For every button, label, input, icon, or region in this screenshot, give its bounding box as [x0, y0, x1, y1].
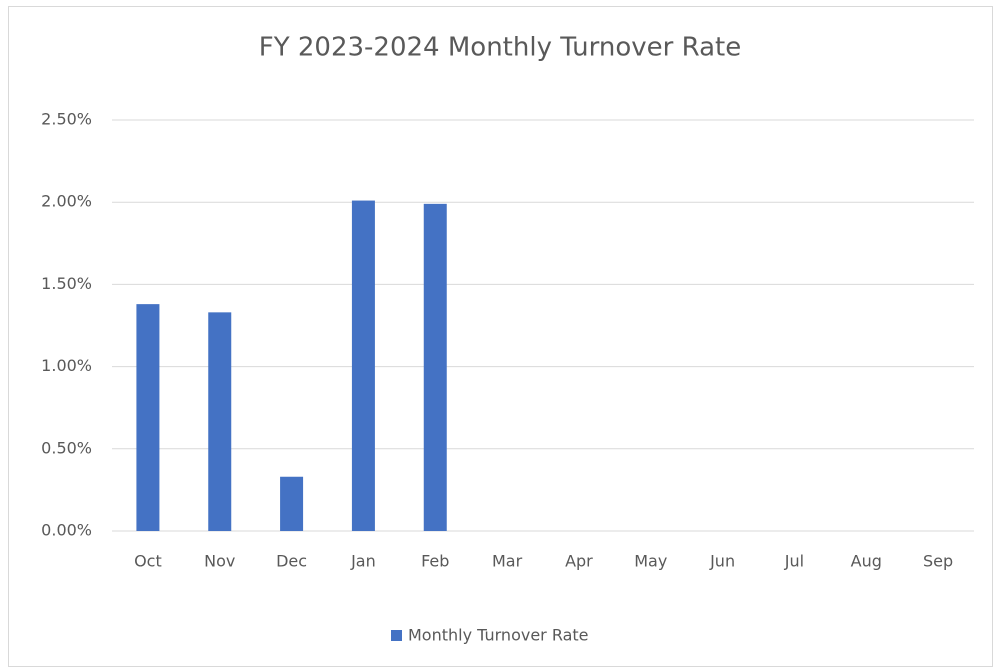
bar: [351, 200, 375, 531]
y-tick-label: 1.50%: [41, 274, 92, 293]
chart-frame: [8, 6, 993, 667]
x-tick-label: Jan: [350, 552, 376, 571]
x-tick-label: Jun: [709, 552, 735, 571]
y-tick-label: 2.50%: [41, 110, 92, 129]
y-tick-label: 2.00%: [41, 192, 92, 211]
x-tick-label: Feb: [421, 552, 449, 571]
x-tick-label: Mar: [492, 552, 523, 571]
y-tick-label: 0.50%: [41, 438, 92, 457]
x-tick-label: Oct: [134, 552, 162, 571]
x-tick-label: Apr: [565, 552, 593, 571]
bar: [423, 203, 447, 531]
x-tick-label: Dec: [276, 552, 307, 571]
legend-swatch: [391, 630, 402, 641]
legend-label: Monthly Turnover Rate: [408, 626, 589, 645]
x-tick-label: Aug: [851, 552, 882, 571]
chart-title: FY 2023-2024 Monthly Turnover Rate: [259, 33, 741, 63]
x-tick-label: Nov: [204, 552, 235, 571]
x-tick-label: Sep: [923, 552, 953, 571]
y-tick-label: 1.00%: [41, 356, 92, 375]
x-tick-label: May: [634, 552, 667, 571]
bar: [208, 312, 232, 531]
x-tick-label: Jul: [784, 552, 804, 571]
bar: [280, 476, 304, 531]
y-tick-label: 0.00%: [41, 521, 92, 540]
bar: [136, 304, 160, 531]
